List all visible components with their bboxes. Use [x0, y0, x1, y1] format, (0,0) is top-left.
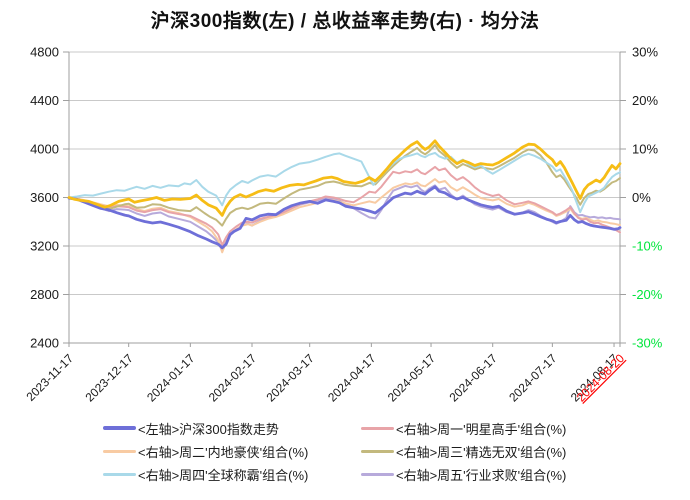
- x-axis-label: 2024-05-17: [385, 351, 439, 405]
- series-wed-portfolio: [68, 144, 621, 227]
- legend-label: <右轴>周三'精选无双'组合(%): [396, 444, 567, 460]
- left-axis-label: 2400: [30, 336, 59, 351]
- legend-item-csi300: <左轴>沪深300指数走势: [103, 419, 361, 437]
- left-axis-label: 4400: [30, 93, 59, 108]
- legend-swatch-mon-portfolio: [361, 426, 394, 430]
- x-axis-label: 2023-11-17: [23, 351, 76, 404]
- x-axis-label: 2024-06-17: [447, 351, 501, 405]
- x-axis-label: 2024-07-17: [506, 351, 560, 405]
- legend-swatch-thu-portfolio: [103, 472, 136, 476]
- right-axis-label: -10%: [632, 239, 663, 254]
- line-chart: 4800 30% 4400 20% 4000 10% 3600 0% 3200 -10% 2800 -…: [23, 45, 663, 405]
- legend-item-mon-portfolio: <右轴>周一'明星高手'组合(%): [361, 419, 681, 437]
- series-csi300: [67, 185, 622, 250]
- left-axis-label: 3200: [30, 239, 59, 254]
- left-axis-label: 2800: [30, 287, 59, 302]
- x-axis-label-latest: 2024-08-20: [574, 351, 628, 405]
- right-axis-label: -20%: [632, 287, 663, 302]
- legend-swatch-fri-portfolio: [361, 472, 394, 476]
- legend-label: <右轴>周四'全球称霸'组合(%): [138, 467, 309, 483]
- legend-label: <左轴>沪深300指数走势: [138, 421, 279, 437]
- legend-swatch-wed-portfolio: [361, 449, 394, 453]
- legend-item-wed-portfolio: <右轴>周三'精选无双'组合(%): [361, 442, 681, 460]
- legend-swatch-csi300: [103, 426, 136, 430]
- right-axis-label: -30%: [632, 336, 663, 351]
- left-axis-label: 4800: [30, 45, 59, 60]
- x-axis-label: 2024-01-17: [144, 351, 198, 405]
- legend-swatch-tue-portfolio: [103, 449, 136, 453]
- legend-label: <右轴>周二'内地豪侠'组合(%): [138, 444, 309, 460]
- legend-item-thu-portfolio: <右轴>周四'全球称霸'组合(%): [103, 465, 361, 483]
- right-axis-label: 10%: [632, 142, 658, 157]
- left-axis-label: 4000: [30, 142, 59, 157]
- left-axis-label: 3600: [30, 190, 59, 205]
- series-gold-unlabeled: [67, 139, 622, 217]
- legend-label: <右轴>周一'明星高手'组合(%): [396, 421, 567, 437]
- x-axis-label: 2024-03-17: [264, 351, 318, 405]
- x-axis-label: 2023-12-17: [82, 351, 136, 405]
- legend-item-tue-portfolio: <右轴>周二'内地豪侠'组合(%): [103, 442, 361, 460]
- right-axis-label: 20%: [632, 93, 658, 108]
- x-axis-label: 2024-02-17: [206, 351, 260, 405]
- right-axis-label: 0%: [632, 190, 651, 205]
- series-mon-portfolio: [68, 165, 621, 246]
- legend: <左轴>沪深300指数走势 <右轴>周一'明星高手'组合(%) <右轴>周二'内…: [103, 419, 681, 483]
- chart-title: 沪深300指数(左) / 总收益率走势(右) · 均分法: [150, 11, 540, 32]
- legend-item-fri-portfolio: <右轴>周五'行业求败'组合(%): [361, 465, 681, 483]
- x-axis-label: 2024-04-17: [325, 351, 379, 405]
- right-axis-label: 30%: [632, 45, 658, 60]
- legend-label: <右轴>周五'行业求败'组合(%): [396, 467, 567, 483]
